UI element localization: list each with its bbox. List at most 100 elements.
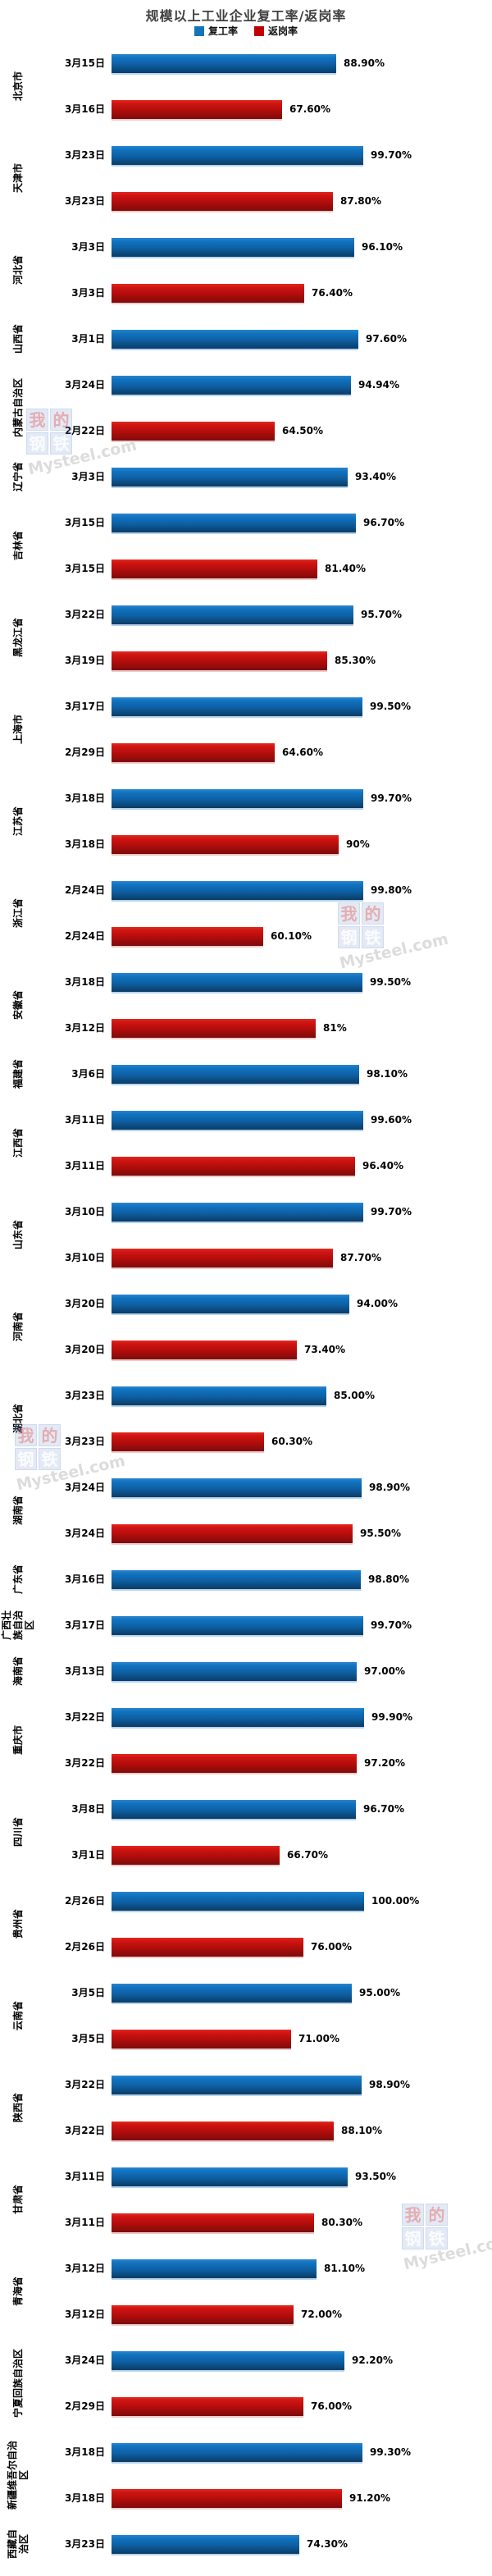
bar-date-label: 3月22日 [64,1756,105,1769]
bar-date-label: 3月11日 [64,2216,105,2228]
watermark-tile: 钢 [15,1448,37,1470]
bar-value-label: 73.40% [304,1343,345,1355]
bar-date-label: 3月1日 [71,1848,105,1861]
bar-row: 3月18日 99.30% [0,2442,492,2462]
bar-date-label: 3月15日 [64,516,105,528]
bar-date-label: 3月3日 [71,286,105,299]
bar-date-label: 3月22日 [64,2078,105,2090]
bar-fugonglv [112,53,336,73]
bar-row: 3月13日 97.00% [0,1661,492,1681]
bar-fangganglv [112,1156,355,1176]
bar-row: 3月24日 94.94% [0,375,492,395]
bar-row: 3月18日 90% [0,834,492,854]
bar-value-label: 99.70% [371,148,412,161]
bar-value-label: 90% [346,838,370,850]
bar-fugonglv [112,788,363,808]
bar-value-label: 88.10% [341,2124,382,2136]
bar-date-label: 3月19日 [64,654,105,666]
bar-row: 2月26日 76.00% [0,1937,492,1957]
bar-row: 3月16日 98.80% [0,1569,492,1589]
bar-row: 3月22日 97.20% [0,1753,492,1773]
bar-row: 3月11日 93.50% [0,2167,492,2186]
bar-date-label: 3月22日 [64,608,105,620]
bar-row: 3月24日 95.50% [0,1523,492,1543]
bar-value-label: 76.00% [311,2400,352,2412]
bar-date-label: 3月23日 [64,148,105,161]
bar-date-label: 3月11日 [64,1113,105,1126]
bar-fugonglv [112,1294,349,1313]
bar-row: 3月1日 66.70% [0,1845,492,1865]
bar-fugonglv [112,605,353,624]
bar-row: 3月19日 85.30% [0,651,492,670]
bar-date-label: 2月24日 [64,884,105,896]
province-label: 云南省 [12,2000,24,2031]
province-label: 广西壮 族自治 区 [1,1610,35,1641]
bar-value-label: 72.00% [301,2308,342,2320]
bar-date-label: 3月18日 [64,2492,105,2504]
bar-value-label: 92.20% [352,2354,393,2366]
bar-date-label: 3月20日 [64,1297,105,1309]
province-label: 吉林省 [12,530,24,561]
province-label: 浙江省 [12,897,24,929]
bar-date-label: 3月3日 [71,240,105,253]
bar-fangganglv [112,559,317,578]
bar-date-label: 3月11日 [64,1159,105,1172]
bar-fangganglv [112,1018,316,1038]
bar-date-label: 3月10日 [64,1251,105,1263]
bar-row: 3月23日 99.70% [0,145,492,165]
bar-row: 3月18日 99.50% [0,972,492,992]
bar-value-label: 99.30% [370,2446,411,2458]
bar-fugonglv [112,1478,362,1497]
province-label: 内蒙古自治区 [12,377,24,438]
bar-row: 3月3日 93.40% [0,467,492,486]
bar-fangganglv [112,1753,357,1773]
bar-fugonglv [112,1891,364,1911]
bar-value-label: 85.00% [334,1389,375,1401]
bar-value-label: 87.70% [340,1251,381,1263]
watermark-tile: 的 [362,902,384,925]
bar-value-label: 99.90% [371,1710,412,1723]
bar-fugonglv [112,1661,357,1681]
bar-value-label: 97.60% [366,332,407,345]
bar-row: 3月20日 73.40% [0,1340,492,1359]
bar-row: 3月11日 99.60% [0,1110,492,1130]
bar-date-label: 3月22日 [64,2124,105,2136]
bar-fugonglv [112,375,351,395]
bar-fugonglv [112,2075,362,2094]
bar-row: 3月15日 88.90% [0,53,492,73]
bar-fangganglv [112,2304,294,2324]
bar-date-label: 3月18日 [64,975,105,988]
bar-date-label: 3月6日 [71,1067,105,1080]
bar-fangganglv [112,2029,291,2048]
bar-value-label: 67.60% [289,103,330,115]
province-label: 江苏省 [12,806,24,837]
bar-fangganglv [112,283,304,303]
bar-fugonglv [112,1386,326,1405]
bar-fangganglv [112,651,327,670]
bar-date-label: 2月26日 [64,1894,105,1907]
bar-fugonglv [112,1799,356,1819]
bar-fugonglv [112,2350,344,2370]
bar-row: 3月24日 92.20% [0,2350,492,2370]
bar-date-label: 3月23日 [64,1435,105,1447]
bar-value-label: 99.50% [370,975,411,988]
bar-fugonglv [112,2442,362,2462]
legend-swatch-blue-icon [194,25,204,36]
province-label: 贵州省 [12,1908,24,1939]
bar-value-label: 95.70% [361,608,402,620]
bar-row: 3月22日 88.10% [0,2121,492,2140]
bar-row: 2月22日 64.50% [0,421,492,441]
bar-fangganglv [112,1248,333,1267]
bar-fugonglv [112,467,348,486]
bar-value-label: 98.90% [369,1481,410,1493]
watermark-tile: 我 [338,902,360,925]
bar-row: 3月16日 67.60% [0,99,492,119]
bar-row: 3月22日 98.90% [0,2075,492,2094]
bar-value-label: 99.50% [370,700,411,712]
province-label: 甘肃省 [12,2184,24,2215]
bar-date-label: 3月16日 [64,103,105,115]
bar-row: 3月11日 96.40% [0,1156,492,1176]
bar-fangganglv [112,2213,314,2232]
province-label: 重庆市 [12,1724,24,1756]
